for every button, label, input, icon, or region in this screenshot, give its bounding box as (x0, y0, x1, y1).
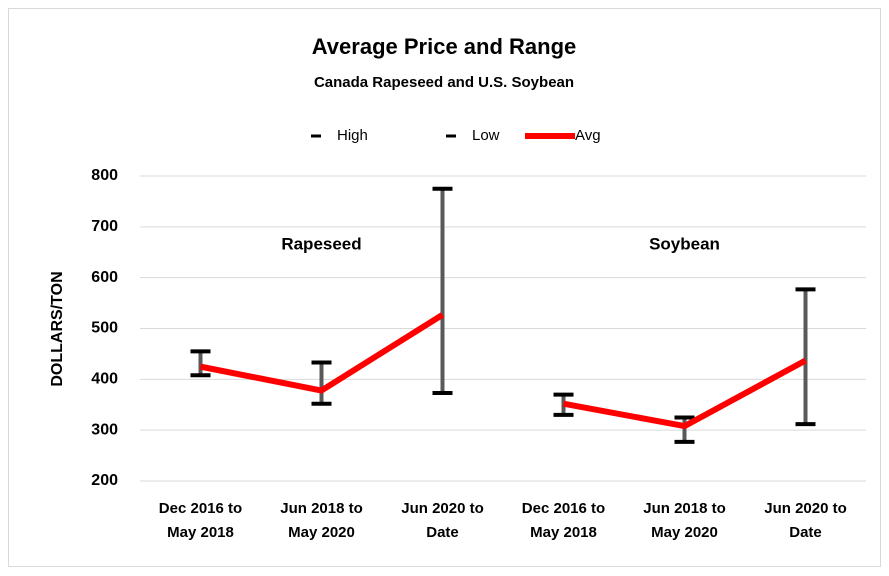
y-tick-label: 300 (91, 421, 118, 438)
y-tick-label: 400 (91, 371, 118, 388)
y-tick-label: 200 (91, 472, 118, 489)
x-tick-label: Jun 2018 to May 2020 (643, 500, 726, 541)
x-tick-label: Jun 2018 to May 2020 (280, 500, 363, 541)
y-tick-label: 700 (91, 218, 118, 235)
group-label: Rapeseed (281, 234, 361, 253)
legend-label: Avg (575, 127, 601, 144)
legend-label: High (337, 127, 368, 144)
y-tick-label: 800 (91, 167, 118, 184)
x-tick-label: Dec 2016 to May 2018 (522, 500, 605, 541)
group-label: Soybean (649, 234, 720, 253)
legend-label: Low (472, 127, 500, 144)
x-tick-label: Jun 2020 to Date (764, 500, 847, 541)
y-axis-label: DOLLARS/TON (49, 271, 66, 386)
x-tick-label: Dec 2016 to May 2018 (159, 500, 242, 541)
chart-subtitle: Canada Rapeseed and U.S. Soybean (314, 74, 574, 91)
avg-line (562, 357, 807, 430)
chart-title: Average Price and Range (312, 34, 577, 59)
avg-line (199, 312, 445, 394)
x-tick-label: Jun 2020 to Date (401, 500, 484, 541)
y-tick-label: 600 (91, 269, 118, 286)
y-tick-label: 500 (91, 320, 118, 337)
